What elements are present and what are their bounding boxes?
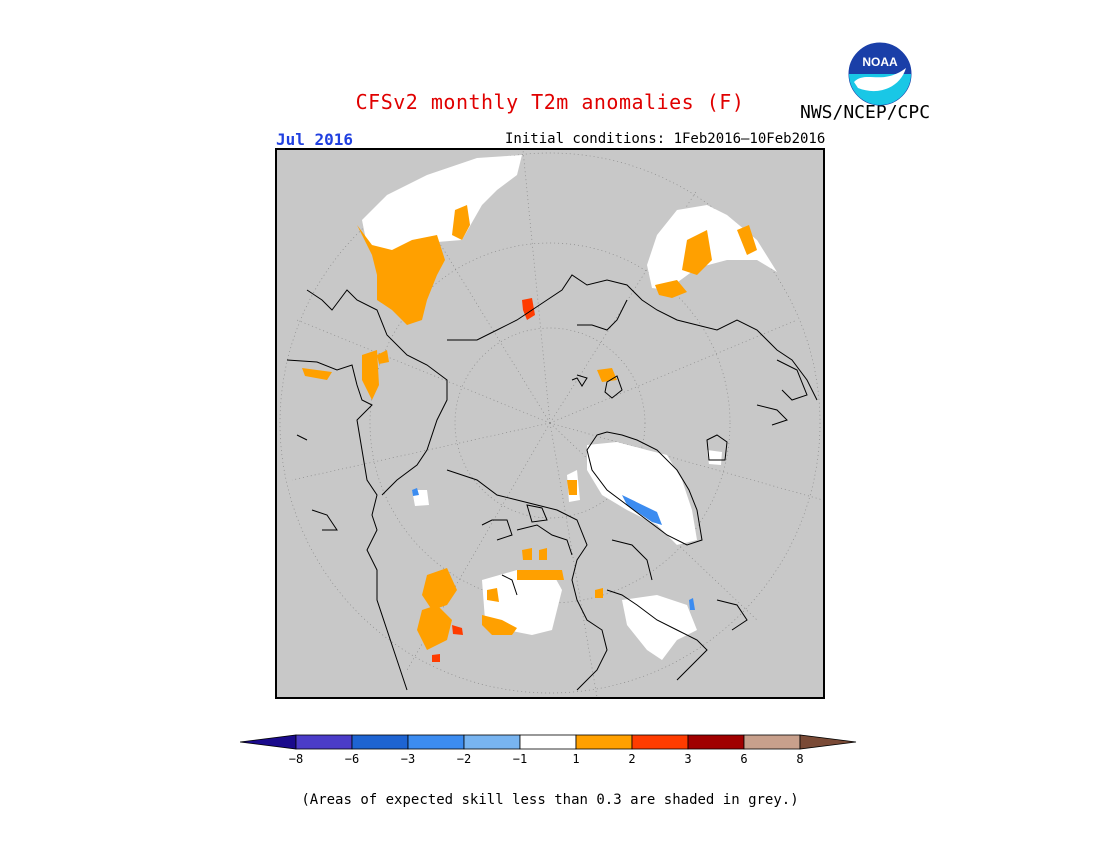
agency-label: NWS/NCEP/CPC (800, 102, 931, 123)
valid-month-label: Jul 2016 (276, 130, 354, 149)
colorbar-swatch (631, 734, 689, 750)
colorbar-swatch (407, 734, 465, 750)
colorbar-tick-label: 6 (740, 752, 748, 766)
colorbar-tick-label: −1 (512, 752, 528, 766)
colorbar-swatch (519, 734, 577, 750)
colorbar-tick-label: 1 (572, 752, 580, 766)
colorbar-swatch (295, 734, 353, 750)
colorbar-swatch (463, 734, 521, 750)
colorbar-tick-label: −2 (456, 752, 472, 766)
colorbar-tick-label: 3 (684, 752, 692, 766)
colorbar-tick-label: 2 (628, 752, 636, 766)
anomaly-near-normal-areas (362, 155, 777, 660)
colorbar-swatch (687, 734, 745, 750)
colorbar-tick-label: −8 (288, 752, 304, 766)
polar-map (275, 148, 825, 699)
coastlines (286, 274, 818, 691)
colorbar-arrow-low (240, 734, 297, 750)
colorbar-tick-label: 8 (796, 752, 804, 766)
colorbar-arrow-high (799, 734, 857, 750)
logo-text: NOAA (862, 55, 898, 69)
anomaly-warm-areas (302, 205, 757, 650)
map-title: CFSv2 monthly T2m anomalies (F) (355, 90, 745, 114)
colorbar-tick-label: −3 (400, 752, 416, 766)
anomaly-cool-areas (412, 488, 695, 610)
skill-footnote: (Areas of expected skill less than 0.3 a… (301, 792, 799, 808)
noaa-logo: NOAA (848, 42, 912, 106)
lat-lon-grid (279, 150, 823, 697)
initial-conditions-label: Initial conditions: 1Feb2016–10Feb2016 (505, 131, 826, 147)
colorbar-tick-label: −6 (344, 752, 360, 766)
colorbar (240, 734, 857, 750)
colorbar-swatch (743, 734, 801, 750)
colorbar-swatch (575, 734, 633, 750)
map-canvas (279, 150, 823, 697)
colorbar-swatch (351, 734, 409, 750)
